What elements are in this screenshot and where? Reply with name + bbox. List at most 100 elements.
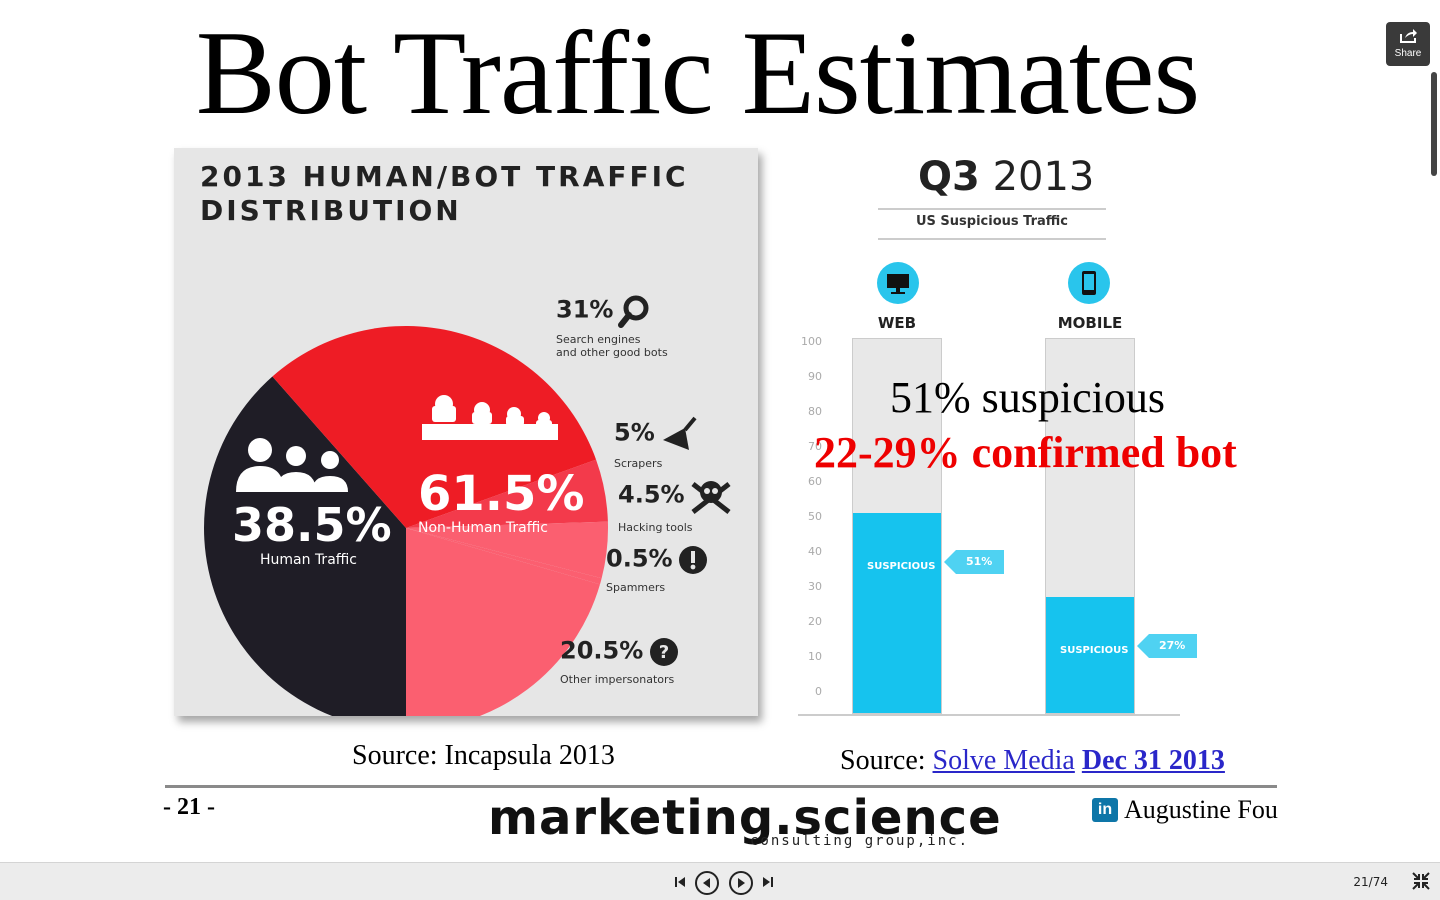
segment-good-bots-pct: 31% — [556, 295, 614, 324]
infographic-title-line1: 2013 HUMAN/BOT TRAFFIC — [200, 160, 689, 193]
bar-inner-label: SUSPICIOUS — [867, 560, 936, 572]
company-logo-subtitle: consulting group,inc. — [750, 833, 970, 849]
y-tick-label: 70 — [808, 440, 822, 453]
robots-icon — [420, 392, 560, 442]
pie-slice-human — [204, 376, 406, 716]
y-tick-label: 100 — [801, 335, 822, 348]
page-number: - 21 - — [163, 794, 215, 820]
human-icon — [234, 436, 354, 492]
nonhuman-label: Non-Human Traffic — [418, 520, 548, 536]
dec-2013-link[interactable]: Dec 31 2013 — [1081, 745, 1225, 776]
slide-counter: 21/74 — [1353, 875, 1388, 889]
company-logo: marketing.science — [488, 790, 1002, 846]
first-slide-button[interactable] — [672, 871, 688, 900]
y-tick-label: 90 — [808, 370, 822, 383]
share-label: Share — [1394, 48, 1422, 59]
monitor-icon — [877, 262, 919, 304]
footer-rule — [165, 785, 1277, 788]
linkedin-icon[interactable]: in — [1092, 798, 1118, 822]
segment-good-bots-label2: and other good bots — [556, 346, 668, 359]
segment-hacking: 4.5% Hacking tools — [618, 476, 733, 534]
y-tick-label: 0 — [815, 685, 822, 698]
bar-web: SUSPICIOUS — [853, 512, 941, 713]
y-tick-label: 20 — [808, 615, 822, 628]
bar-mobile: SUSPICIOUS — [1046, 596, 1134, 713]
pie-slice-hacking — [406, 521, 608, 579]
y-tick-label: 40 — [808, 545, 822, 558]
category-label-mobile: MOBILE — [1057, 314, 1123, 332]
chart-quarter: Q3 — [918, 154, 980, 200]
segment-hacking-pct: 4.5% — [618, 480, 685, 509]
segment-good-bots-label1: Search engines — [556, 333, 641, 346]
human-pct: 38.5% — [232, 498, 392, 552]
overlay-confirmed-bot: 22-29% confirmed bot — [814, 428, 1237, 477]
solve-media-link[interactable]: Solve Media — [932, 745, 1075, 776]
segment-impersonators-pct: 20.5% — [560, 636, 644, 665]
heading-rule-top — [878, 208, 1106, 210]
infographic-title: 2013 HUMAN/BOT TRAFFIC DISTRIBUTION — [200, 160, 689, 228]
segment-impersonators-label: Other impersonators — [560, 673, 675, 686]
skip-forward-icon — [763, 877, 773, 887]
y-tick-label: 60 — [808, 475, 822, 488]
suspicious-traffic-chart: Q3 2013 US Suspicious Traffic 0 10 20 30 40 5… — [790, 148, 1198, 728]
y-tick-label: 80 — [808, 405, 822, 418]
segment-scrapers-label: Scrapers — [614, 457, 663, 470]
left-source: Source: Incapsula 2013 — [352, 740, 615, 771]
right-source: Source: Solve Media Dec 31 2013 — [840, 745, 1225, 777]
segment-spammers: 0.5% Spammers — [606, 544, 709, 594]
share-button[interactable]: Share — [1386, 22, 1430, 66]
y-tick-label: 50 — [808, 510, 822, 523]
exit-fullscreen-button[interactable] — [1410, 871, 1432, 898]
x-axis-line — [798, 714, 1180, 716]
bar-value-label-mobile: 27% — [1136, 633, 1198, 658]
alert-icon — [677, 544, 709, 581]
chart-heading: Q3 2013 — [918, 154, 1094, 200]
segment-scrapers-pct: 5% — [614, 418, 655, 447]
segment-hacking-label: Hacking tools — [618, 521, 693, 534]
pie-slice-spammers — [406, 528, 602, 585]
prev-slide-button[interactable] — [695, 871, 719, 895]
chart-year: 2013 — [992, 154, 1095, 200]
author: in Augustine Fou — [1092, 795, 1278, 825]
collapse-icon — [1412, 872, 1430, 890]
chart-subtitle: US Suspicious Traffic — [915, 214, 1068, 229]
category-label-web: WEB — [877, 314, 917, 332]
segment-spammers-pct: 0.5% — [606, 544, 673, 573]
skull-icon — [689, 476, 733, 521]
author-name: Augustine Fou — [1124, 795, 1278, 824]
segment-scrapers: 5% Scrapers — [614, 416, 699, 470]
magnifier-icon — [617, 294, 652, 333]
nonhuman-pct: 61.5% — [418, 466, 585, 522]
infographic-panel: 2013 HUMAN/BOT TRAFFIC DISTRIBUTION 38.5… — [174, 148, 758, 716]
traffic-pie-chart — [204, 326, 608, 716]
segment-spammers-label: Spammers — [606, 581, 666, 594]
bar-value-label-web: 51% — [943, 549, 1005, 574]
y-tick-label: 10 — [808, 650, 822, 663]
y-tick-label: 30 — [808, 580, 822, 593]
overlay-suspicious: 51% suspicious — [890, 373, 1165, 422]
pie-slice-scrapers — [406, 459, 608, 528]
segment-good-bots: 31% Search engines and other good bots — [556, 294, 668, 359]
prev-icon — [703, 878, 710, 888]
svg-text:?: ? — [658, 642, 668, 663]
scraper-icon — [659, 416, 699, 457]
scrollbar-thumb[interactable] — [1431, 72, 1437, 176]
play-icon — [738, 878, 745, 888]
bar-inner-label: SUSPICIOUS — [1060, 644, 1129, 656]
heading-rule-bottom — [878, 238, 1106, 240]
question-icon: ? — [648, 636, 680, 673]
last-slide-button[interactable] — [760, 871, 776, 900]
skip-back-icon — [675, 877, 685, 887]
bar-track-mobile: SUSPICIOUS — [1045, 338, 1135, 714]
bar-track-web: SUSPICIOUS — [852, 338, 942, 714]
next-slide-button[interactable] — [729, 871, 753, 895]
pie-slice-impersonators — [406, 528, 600, 716]
mobile-icon — [1068, 262, 1110, 304]
slide-title: Bot Traffic Estimates — [195, 6, 1200, 139]
human-label: Human Traffic — [260, 552, 358, 568]
segment-impersonators: 20.5% ? Other impersonators — [560, 636, 680, 686]
right-source-prefix: Source: — [840, 745, 926, 776]
share-icon — [1399, 28, 1417, 47]
infographic-title-line2: DISTRIBUTION — [200, 194, 462, 227]
player-controls: 21/74 — [0, 862, 1440, 900]
